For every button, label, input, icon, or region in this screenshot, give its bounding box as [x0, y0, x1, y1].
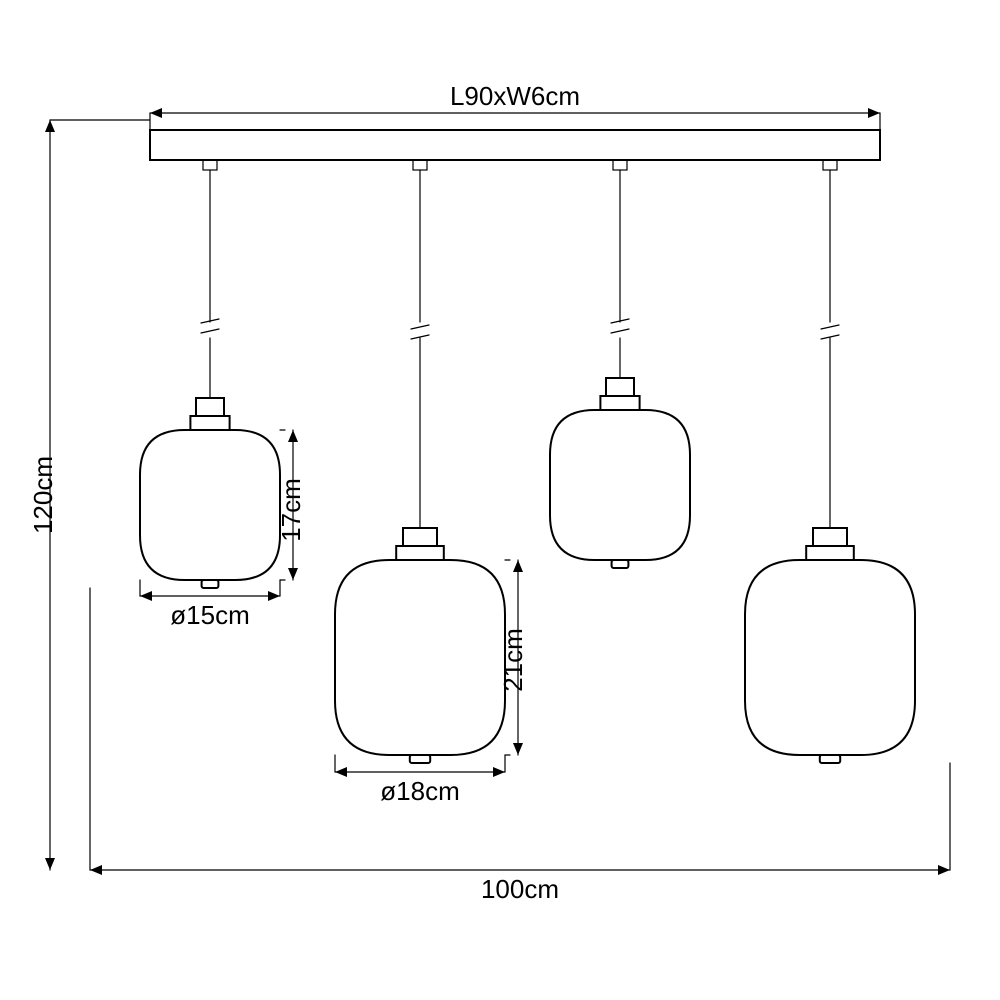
pendant-3: [550, 378, 690, 568]
large_d-label: ø18cm: [380, 776, 459, 806]
large_h-label: 21cm: [498, 628, 528, 692]
ceiling-bar: [150, 130, 880, 160]
small_h-label: 17cm: [276, 478, 306, 542]
pendant-1: [140, 398, 280, 588]
width-label: 100cm: [481, 874, 559, 904]
pendant-4: [745, 528, 915, 763]
pendant-2: [335, 528, 505, 763]
ceiling_bar-label: L90xW6cm: [450, 81, 580, 111]
small_d-label: ø15cm: [170, 600, 249, 630]
height-label: 120cm: [28, 456, 58, 534]
